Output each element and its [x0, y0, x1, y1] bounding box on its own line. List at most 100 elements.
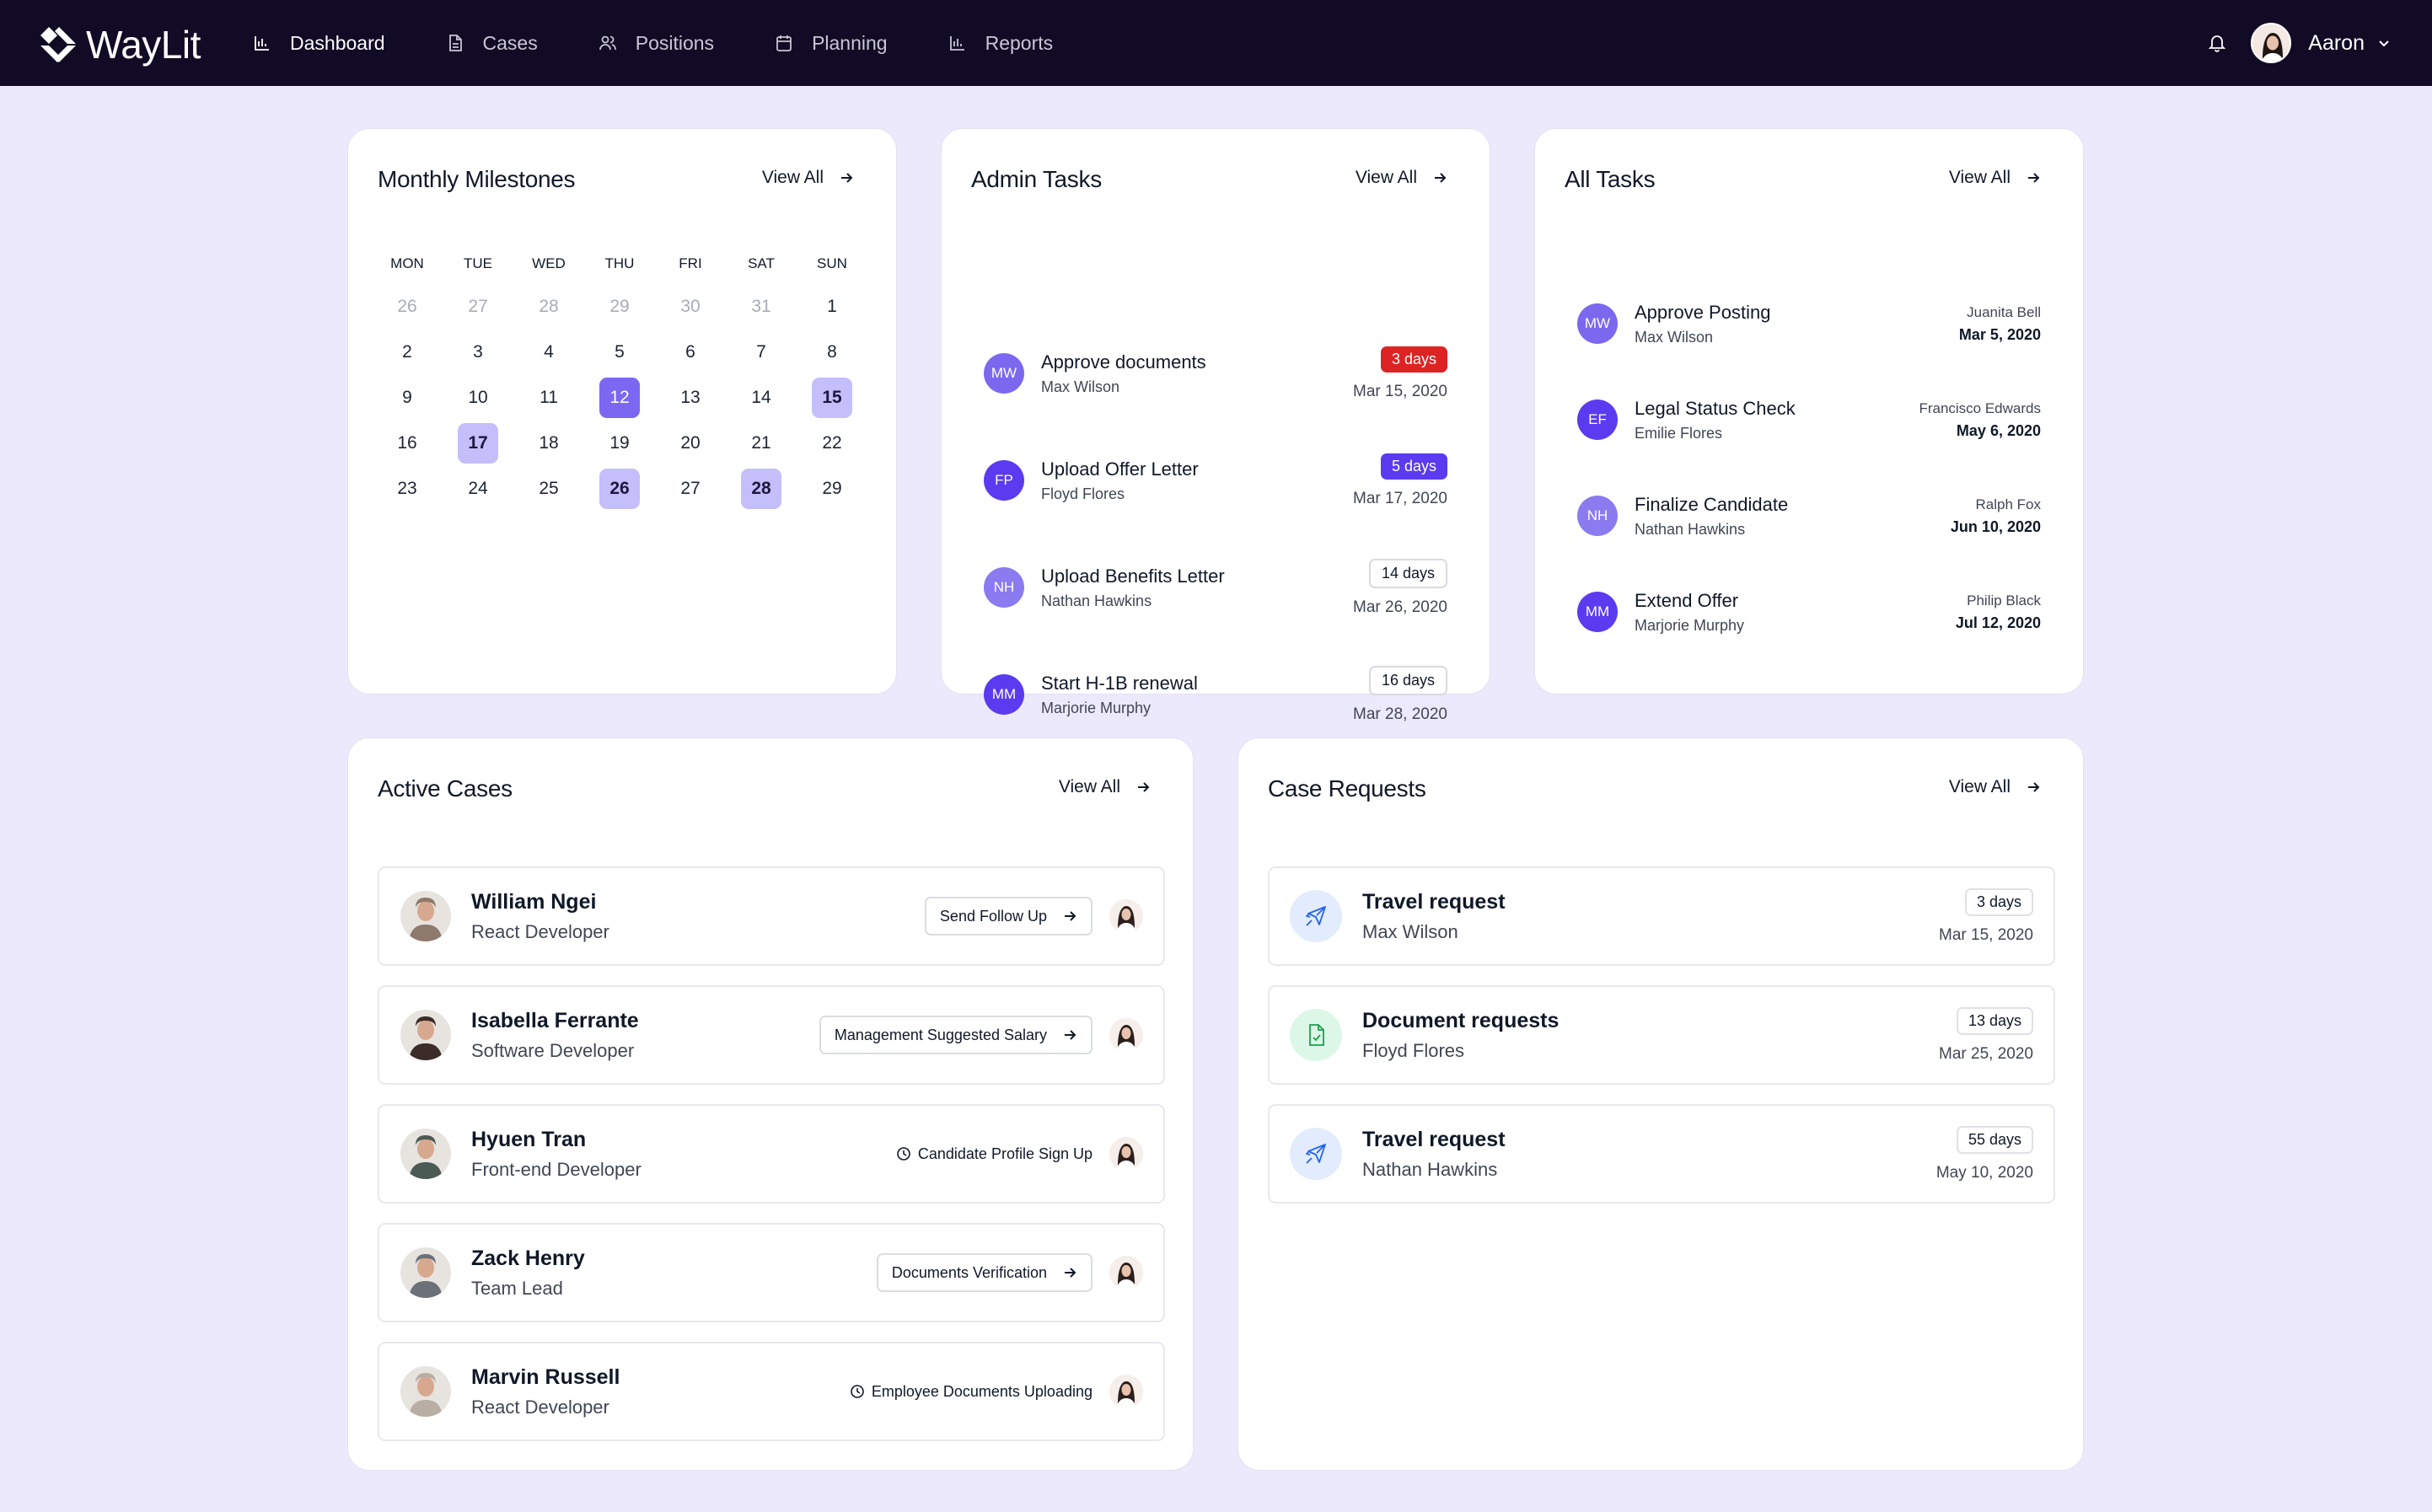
calendar-day[interactable]: 27: [443, 284, 513, 330]
task-text: Finalize Candidate Nathan Hawkins: [1635, 494, 1951, 539]
calendar-day-number: 8: [827, 342, 837, 362]
calendar-day[interactable]: 10: [443, 375, 513, 421]
calendar-day[interactable]: 21: [726, 421, 797, 466]
calendar-day[interactable]: 7: [726, 330, 797, 375]
task-text: Extend Offer Marjorie Murphy: [1635, 590, 1956, 635]
calendar-day[interactable]: 25: [513, 466, 584, 512]
calendar-day[interactable]: 11: [513, 375, 584, 421]
view-all-label: View All: [1058, 777, 1120, 796]
calendar-day[interactable]: 31: [726, 284, 797, 330]
calendar-day-number: 3: [473, 342, 483, 362]
calendar-day-number: 10: [468, 388, 488, 407]
admin-task-row[interactable]: MM Start H-1B renewal Marjorie Murphy 16 da…: [984, 665, 1447, 724]
request-row[interactable]: Travel request Nathan Hawkins 55 days May 1…: [1268, 1104, 2055, 1204]
request-row[interactable]: Document requests Floyd Flores 13 days Mar …: [1268, 985, 2055, 1085]
calendar-day[interactable]: 27: [655, 466, 726, 512]
calendar-day-number: 9: [402, 388, 412, 407]
calendar-day[interactable]: 6: [655, 330, 726, 375]
calendar-day[interactable]: 2: [372, 330, 443, 375]
calendar-day[interactable]: 28: [513, 284, 584, 330]
calendar-day[interactable]: 4: [513, 330, 584, 375]
nav-reports[interactable]: Reports: [948, 32, 1053, 55]
assignee-avatar[interactable]: [1109, 899, 1143, 933]
arrow-right-icon: [1065, 911, 1076, 921]
case-row[interactable]: Marvin Russell React Developer Employee Do…: [378, 1342, 1165, 1441]
case-row[interactable]: Hyuen Tran Front-end Developer Candidate P…: [378, 1104, 1165, 1204]
all-task-row[interactable]: EF Legal Status Check Emilie Flores Francis…: [1577, 390, 2041, 449]
calendar-weekdays: MON TUE WED THU FRI SAT SUN: [372, 255, 867, 272]
calendar-day-number: 5: [615, 342, 625, 362]
case-row[interactable]: Isabella Ferrante Software Developer Manag…: [378, 985, 1165, 1085]
request-icon-badge: [1290, 1009, 1342, 1061]
calendar-day[interactable]: 13: [655, 375, 726, 421]
view-all-link[interactable]: View All: [762, 168, 854, 188]
assignee-avatar[interactable]: [1109, 1256, 1143, 1289]
nav-positions-label: Positions: [635, 31, 715, 54]
calendar-day[interactable]: 23: [372, 466, 443, 512]
calendar-day[interactable]: 29: [797, 466, 867, 512]
view-all-link[interactable]: View All: [1356, 168, 1447, 188]
admin-task-row[interactable]: FP Upload Offer Letter Floyd Flores 5 days M…: [984, 451, 1447, 510]
due-badge: 5 days: [1380, 453, 1447, 480]
nav-cases[interactable]: Cases: [446, 32, 538, 55]
task-date: Jul 12, 2020: [1955, 614, 2041, 631]
calendar-day-milestone[interactable]: 26: [584, 466, 655, 512]
assignee-avatar[interactable]: [1109, 1375, 1143, 1408]
calendar-day-milestone[interactable]: 28: [726, 466, 797, 512]
all-task-row[interactable]: MM Extend Offer Marjorie Murphy Philip Blac…: [1577, 582, 2041, 641]
calendar-day[interactable]: 8: [797, 330, 867, 375]
case-row[interactable]: William Ngei React Developer Send Follow U…: [378, 866, 1165, 966]
logo[interactable]: WayLit: [39, 22, 201, 67]
admin-task-row[interactable]: MW Approve documents Max Wilson 3 days Mar 1…: [984, 344, 1447, 403]
calendar-day-milestone[interactable]: 12: [584, 375, 655, 421]
nav-dashboard[interactable]: Dashboard: [253, 32, 385, 55]
case-text: Isabella Ferrante Software Developer: [471, 1009, 819, 1062]
calendar-day[interactable]: 14: [726, 375, 797, 421]
assignee-avatar[interactable]: [1109, 1137, 1143, 1171]
user-avatar[interactable]: [2251, 23, 2292, 63]
calendar-day[interactable]: 29: [584, 284, 655, 330]
users-icon: [599, 35, 616, 51]
calendar-day[interactable]: 19: [584, 421, 655, 466]
calendar-day[interactable]: 24: [443, 466, 513, 512]
user-name[interactable]: Aaron: [2308, 30, 2365, 55]
calendar-day[interactable]: 9: [372, 375, 443, 421]
calendar-day[interactable]: 1: [797, 284, 867, 330]
all-task-row[interactable]: MW Approve Posting Max Wilson Juanita Bell M…: [1577, 294, 2041, 353]
all-task-row[interactable]: NH Finalize Candidate Nathan Hawkins Ralph …: [1577, 486, 2041, 545]
admin-task-row[interactable]: NH Upload Benefits Letter Nathan Hawkins 14…: [984, 558, 1447, 617]
card-title: Case Requests: [1268, 775, 1426, 802]
calendar-day[interactable]: 30: [655, 284, 726, 330]
calendar-day[interactable]: 22: [797, 421, 867, 466]
due-badge: 3 days: [1964, 887, 2033, 916]
nav-planning[interactable]: Planning: [775, 32, 888, 55]
case-action-button[interactable]: Send Follow Up: [924, 897, 1093, 936]
initials-avatar: FP: [984, 460, 1024, 501]
document-icon: [448, 35, 462, 51]
assignee-avatar[interactable]: [1109, 1018, 1143, 1052]
task-meta: Ralph Fox Jun 10, 2020: [1951, 496, 2041, 536]
case-action-button[interactable]: Documents Verification: [876, 1253, 1093, 1292]
case-row[interactable]: Zack Henry Team Lead Documents Verificatio…: [378, 1223, 1165, 1322]
candidate-photo-image: [400, 891, 451, 941]
task-meta: Juanita Bell Mar 5, 2020: [1959, 304, 2041, 344]
bell-icon[interactable]: [2207, 33, 2227, 53]
view-all-link[interactable]: View All: [1059, 777, 1151, 797]
calendar-day-milestone[interactable]: 17: [443, 421, 513, 466]
view-all-link[interactable]: View All: [1949, 168, 2041, 188]
calendar-day[interactable]: 3: [443, 330, 513, 375]
calendar-day[interactable]: 18: [513, 421, 584, 466]
view-all-link[interactable]: View All: [1949, 777, 2041, 797]
chevron-down-icon[interactable]: [2376, 35, 2392, 51]
active-cases-card: Active Cases View All William Ngei React …: [347, 737, 1194, 1471]
calendar-day[interactable]: 16: [372, 421, 443, 466]
calendar-day[interactable]: 26: [372, 284, 443, 330]
calendar-day[interactable]: 5: [584, 330, 655, 375]
case-action-button[interactable]: Management Suggested Salary: [819, 1016, 1093, 1054]
request-row[interactable]: Travel request Max Wilson 3 days Mar 15, 20…: [1268, 866, 2055, 966]
calendar-day[interactable]: 20: [655, 421, 726, 466]
request-icon-badge: [1290, 1128, 1342, 1180]
calendar-day-number: 27: [680, 479, 701, 498]
nav-positions[interactable]: Positions: [599, 32, 714, 55]
calendar-day-milestone[interactable]: 15: [797, 375, 867, 421]
